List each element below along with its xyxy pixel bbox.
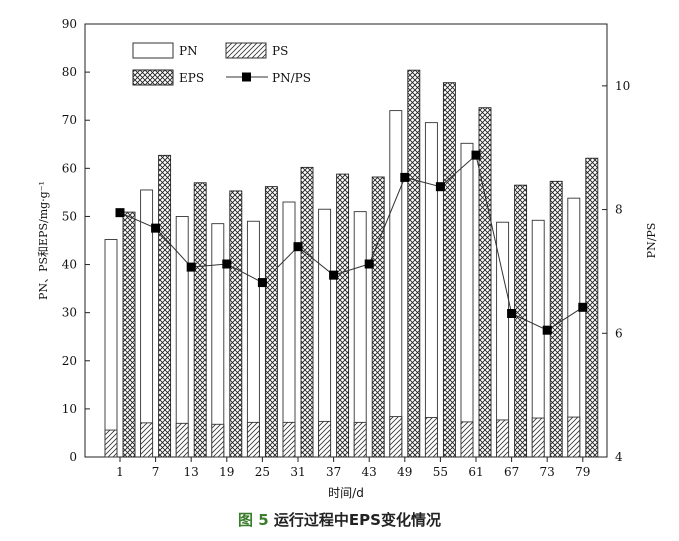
marker-pn-ps	[257, 278, 267, 288]
bar-ps	[211, 423, 225, 458]
marker-pn-ps	[364, 259, 374, 269]
y-right-tick-label: 4	[615, 450, 623, 464]
bar-ps	[424, 417, 438, 458]
marker-pn-ps	[542, 325, 552, 335]
legend-swatch-pn	[132, 42, 174, 59]
x-tick-label: 49	[397, 465, 412, 479]
marker-pn-ps	[507, 308, 517, 318]
x-tick-label: 43	[362, 465, 377, 479]
legend-label-ps: PS	[272, 44, 288, 58]
legend-swatch-eps	[132, 69, 174, 86]
figure-caption: 图 5 运行过程中EPS变化情况	[0, 509, 679, 530]
bar-pn	[104, 239, 118, 458]
bar-eps	[122, 211, 136, 458]
bar-ps	[104, 429, 118, 458]
marker-pn-ps	[400, 172, 410, 182]
bar-eps	[193, 182, 207, 458]
marker-pn-ps	[293, 242, 303, 252]
x-tick-label: 67	[504, 465, 519, 479]
marker-pn-ps	[578, 302, 588, 312]
bar-ps	[389, 416, 403, 458]
y-left-axis-label: PN、PS和EPS/mg·g⁻¹	[37, 181, 50, 300]
bar-ps	[318, 420, 332, 458]
x-axis-label: 时间/d	[328, 486, 364, 500]
bar-eps	[549, 180, 563, 458]
legend-label-pn: PN	[179, 44, 198, 58]
y-left-tick-label: 10	[62, 402, 77, 416]
marker-pn-ps	[435, 182, 445, 192]
bar-ps	[246, 421, 260, 458]
legend-label-pn-ps: PN/PS	[272, 71, 311, 85]
y-left-tick-label: 40	[62, 258, 77, 272]
y-right-tick-label: 6	[615, 326, 623, 340]
bar-ps	[531, 417, 545, 458]
bar-ps	[175, 422, 189, 458]
x-tick-label: 73	[540, 465, 555, 479]
bar-ps	[353, 421, 367, 458]
marker-pn-ps	[471, 150, 481, 160]
bar-eps	[585, 157, 599, 458]
bar-pn	[424, 122, 438, 458]
bar-pn	[353, 211, 367, 458]
legend-label-eps: EPS	[179, 71, 204, 85]
eps-chart: 0 10 20 30 40 50 60 70 80 90 4 6 8 10 1 7 13 19 25 31 37 43 49…	[37, 17, 658, 500]
y-left-tick-label: 80	[62, 65, 77, 79]
bar-eps	[300, 166, 314, 458]
x-tick-label: 61	[468, 465, 483, 479]
bar-eps	[371, 176, 385, 458]
bar-ps	[140, 422, 154, 458]
line-pn-ps	[119, 154, 584, 331]
bar-eps	[229, 190, 243, 458]
y-left-tick-label: 60	[62, 161, 77, 175]
bar-eps	[158, 154, 172, 458]
x-tick-label: 19	[219, 465, 234, 479]
bar-ps	[282, 421, 296, 458]
x-tick-label: 25	[255, 465, 270, 479]
x-tick-label: 13	[184, 465, 199, 479]
y-left-tick-label: 50	[62, 209, 77, 223]
bar-pn	[460, 142, 474, 458]
y-left-tick-label: 70	[62, 113, 77, 127]
x-tick-label: 1	[116, 465, 124, 479]
bar-ps	[567, 416, 581, 458]
bar-eps	[407, 69, 421, 458]
marker-pn-ps	[186, 262, 196, 272]
x-tick-label: 79	[575, 465, 590, 479]
bar-pn	[140, 189, 154, 458]
bar-pn	[246, 220, 260, 458]
y-left-tick-label: 90	[62, 17, 77, 31]
legend-swatch-ps	[225, 42, 267, 59]
y-left-tick-label: 20	[62, 354, 77, 368]
figure-label: 图 5	[238, 511, 269, 529]
bar-pn	[389, 110, 403, 458]
y-right-tick-label: 8	[615, 203, 623, 217]
marker-pn-ps	[151, 223, 161, 233]
x-tick-label: 55	[433, 465, 448, 479]
bar-eps	[264, 186, 278, 458]
y-left-tick-label: 30	[62, 306, 77, 320]
bar-eps	[442, 82, 456, 458]
bar-eps	[336, 173, 350, 458]
y-right-tick-label: 10	[615, 79, 630, 93]
bar-ps	[460, 421, 474, 458]
x-tick-label: 7	[152, 465, 160, 479]
bar-pn	[282, 201, 296, 458]
legend-marker-pn-ps	[242, 72, 251, 82]
figure-title: 运行过程中EPS变化情况	[273, 511, 441, 529]
bar-eps	[514, 184, 528, 458]
marker-pn-ps	[115, 208, 125, 218]
y-left-tick-label: 0	[69, 450, 77, 464]
x-tick-label: 31	[290, 465, 305, 479]
y-right-axis-label: PN/PS	[645, 223, 658, 259]
bar-pn	[211, 223, 225, 458]
marker-pn-ps	[222, 259, 232, 269]
x-tick-label: 37	[326, 465, 341, 479]
bar-pn	[318, 208, 332, 458]
marker-pn-ps	[329, 270, 339, 280]
bar-eps	[478, 107, 492, 458]
bar-ps	[496, 419, 510, 458]
